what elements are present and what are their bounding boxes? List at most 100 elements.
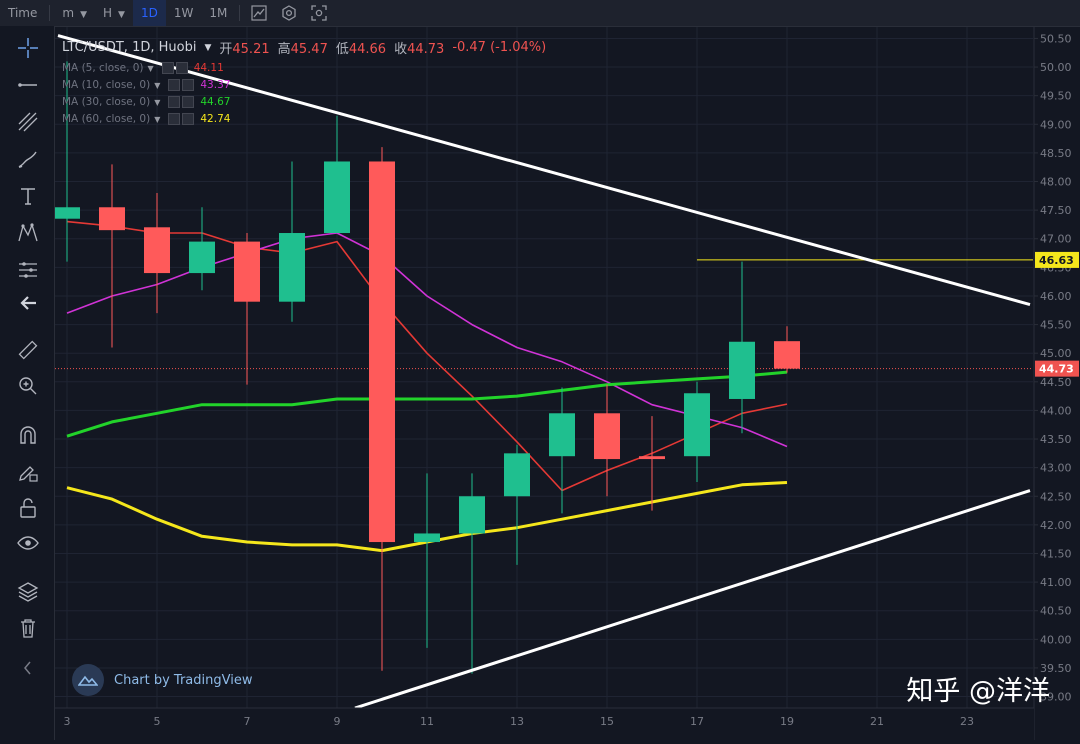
settings-icon[interactable] [161,62,174,74]
screenshot-icon[interactable] [308,2,330,24]
brush-icon[interactable] [13,145,43,173]
settings-icon[interactable] [168,113,181,125]
ohlc-legend: LTC/USDT, 1D, Huobi ▼ 开45.21 高45.47 低44.… [62,38,546,57]
settings-icon[interactable] [168,96,181,108]
price-tick-label: 45.00 [1040,347,1072,360]
price-tick-label: 49.50 [1040,90,1072,103]
line-tool-icon[interactable] [13,71,43,99]
tradingview-branding[interactable]: Chart by TradingView [72,664,252,696]
settings-icon[interactable] [278,2,300,24]
lock-draw-icon[interactable] [13,458,43,486]
price-tick-label: 43.00 [1040,462,1072,475]
ma-60-row[interactable]: MA (60, close, 0) ▼ 42.74 [62,113,546,125]
open-value-group: 开45.21 [219,38,269,57]
candle-body [189,241,215,274]
collapse-toolbar-icon[interactable] [13,654,43,682]
watermark: 知乎 @洋洋 [906,676,1050,707]
measure-icon[interactable] [13,256,43,284]
price-tick-label: 40.50 [1040,605,1072,618]
ma-30-controls[interactable] [168,96,195,108]
chevron-down-icon[interactable]: ▼ [204,42,212,53]
interval-1w-button[interactable]: 1W [173,6,194,20]
unlock-icon[interactable] [13,494,43,522]
chevron-down-icon[interactable]: ▼ [154,114,161,124]
candle [99,164,125,348]
pattern-icon[interactable] [13,219,43,247]
minute-interval-button[interactable]: m ▼ [54,0,95,26]
chart-type-icon[interactable] [248,2,270,24]
close-icon[interactable] [175,62,188,74]
candle [189,207,215,291]
ma-5-row[interactable]: MA (5, close, 0) ▼ 44.11 [62,62,546,74]
text-icon[interactable] [13,182,43,210]
price-tick-label: 49.00 [1040,118,1072,131]
ruler-icon[interactable] [13,336,43,364]
close-label: 收 [394,42,408,57]
ma-5-controls[interactable] [161,62,188,74]
close-icon[interactable] [182,113,195,125]
close-icon[interactable] [182,79,195,91]
interval-1m-button[interactable]: 1M [209,6,228,20]
chevron-down-icon[interactable]: ▼ [147,63,154,73]
candle-body [279,233,305,302]
candle [324,115,350,234]
crosshair-icon[interactable] [13,34,43,62]
close-value: 44.73 [407,42,445,57]
close-icon[interactable] [182,96,195,108]
ma-10-controls[interactable] [168,79,195,91]
chevron-down-icon[interactable]: ▼ [154,97,161,107]
candle-body [774,341,800,369]
settings-icon[interactable] [168,79,181,91]
minute-label: m [62,6,75,20]
price-tick-label: 47.00 [1040,233,1072,246]
tradingview-link[interactable]: Chart by TradingView [114,672,253,688]
ma-30-row[interactable]: MA (30, close, 0) ▼ 44.67 [62,96,546,108]
price-axis: 39.00 39.50 40.00 40.50 41.00 41.50 42.00 42.50… [1033,27,1080,740]
chevron-down-icon[interactable]: ▼ [154,80,161,90]
candle-body [324,161,350,234]
time-button[interactable]: Time [8,6,38,20]
candle-body [549,413,575,457]
zoom-icon[interactable] [13,372,43,400]
time-tick-label: 5 [154,715,161,728]
high-value: 45.47 [290,42,328,57]
back-arrow-icon[interactable] [13,289,43,317]
ma-60-controls[interactable] [168,113,195,125]
time-tick-label: 11 [420,715,434,728]
price-axis-bg [1034,27,1080,740]
price-tick-label: 48.00 [1040,176,1072,189]
interval-1d-button[interactable]: 1D [132,0,166,26]
magnet-icon[interactable] [13,421,43,449]
price-tick-label: 41.00 [1040,576,1072,589]
candle [234,233,260,385]
hour-interval-button[interactable]: H ▼ [95,0,133,26]
candle [144,192,170,314]
candle-body [99,207,125,231]
close-value-group: 收44.73 [394,38,444,57]
time-tick-label: 3 [64,715,71,728]
chart-legend: LTC/USDT, 1D, Huobi ▼ 开45.21 高45.47 低44.… [62,38,546,125]
candle-body [459,496,485,534]
chart-canvas[interactable]: 39.00 39.50 40.00 40.50 41.00 41.50 42.00 42.50… [55,27,1080,740]
ma-30-value: 44.67 [200,96,231,108]
time-tick-label: 13 [510,715,524,728]
price-tick-label: 50.50 [1040,32,1072,45]
last-price-label: 44.73 [1039,363,1074,376]
symbol-label[interactable]: LTC/USDT, 1D, Huobi [62,40,197,55]
layers-icon[interactable] [13,578,43,606]
price-tick-label: 40.00 [1040,633,1072,646]
ma-line-0 [66,220,788,492]
candle-body [414,533,440,543]
eye-icon[interactable] [13,529,43,557]
price-tick-label: 42.00 [1040,519,1072,532]
toolbar-divider [49,5,51,21]
fib-tool-icon[interactable] [13,108,43,136]
candle [549,387,575,514]
time-tick-label: 9 [334,715,341,728]
candle-body [684,393,710,457]
price-tick-label: 39.50 [1040,662,1072,675]
ma-line-2 [66,370,788,438]
trash-icon[interactable] [13,614,43,642]
price-chart[interactable]: 39.00 39.50 40.00 40.50 41.00 41.50 42.00 42.50… [55,27,1080,740]
ma-10-row[interactable]: MA (10, close, 0) ▼ 43.37 [62,79,546,91]
